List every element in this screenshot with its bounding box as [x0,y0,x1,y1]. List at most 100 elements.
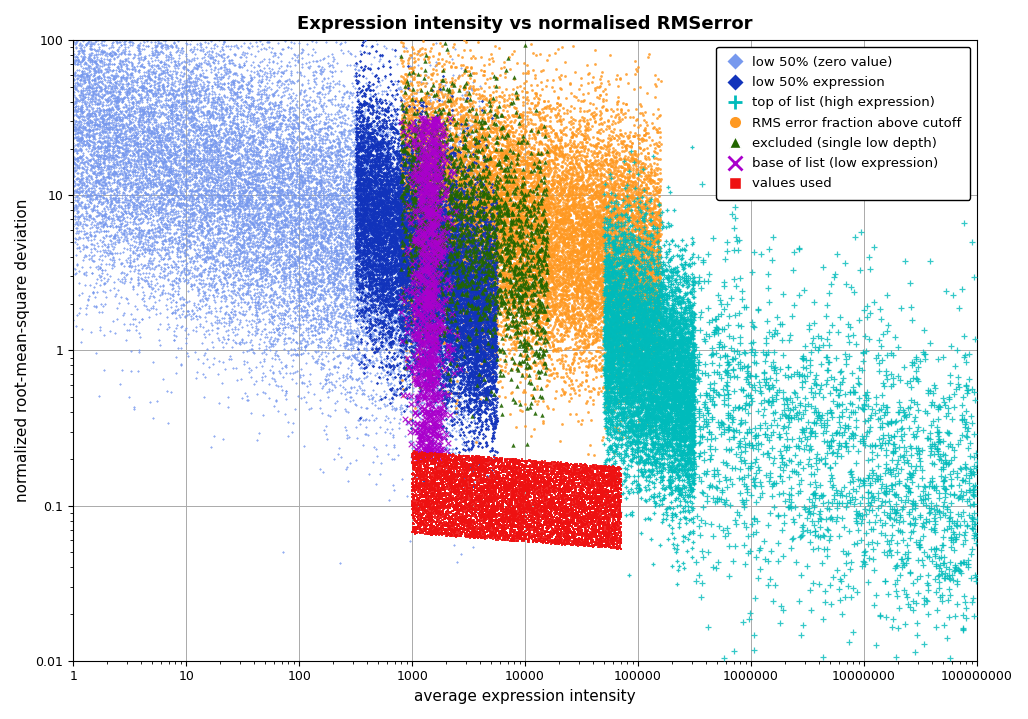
Point [765,395,781,407]
Point [393,191,409,203]
Point [295,274,311,285]
Point [190,183,207,194]
Point [277,144,293,155]
Point [586,235,602,247]
Point [477,237,493,248]
Point [461,372,477,384]
Point [574,525,590,536]
Point [400,221,416,232]
Point [206,229,222,241]
Point [393,239,409,250]
Point [355,90,371,101]
Point [648,218,664,229]
Point [512,488,528,500]
Point [419,367,436,378]
Point [538,247,554,259]
Point [639,257,656,268]
Point [358,160,374,172]
Point [448,236,465,247]
Point [559,524,576,536]
Point [404,173,420,184]
Point [593,221,610,232]
Point [638,278,655,289]
Point [104,152,120,163]
Point [607,325,623,336]
Point [491,295,508,306]
Point [450,333,467,344]
Point [317,293,333,304]
Point [263,249,280,260]
Point [546,517,562,528]
Point [621,332,637,344]
Point [350,213,366,224]
Point [590,187,607,198]
Point [463,376,479,388]
Point [478,495,494,506]
Point [99,96,115,108]
Point [600,328,617,339]
Point [556,293,573,305]
Point [534,219,550,231]
Point [492,370,509,381]
Point [595,465,612,477]
Point [466,284,482,296]
Point [212,210,228,221]
Point [437,137,453,148]
Point [531,253,548,265]
Point [122,139,139,150]
Point [588,211,604,223]
Point [351,308,367,319]
Point [597,293,614,304]
Point [417,262,434,274]
Point [638,410,655,421]
Point [581,191,597,203]
Point [478,408,494,419]
Point [153,74,170,86]
Point [525,279,542,290]
Point [470,289,486,301]
Point [429,120,445,132]
Point [639,225,656,237]
Point [635,321,652,332]
Point [700,268,717,280]
Point [592,279,609,290]
Point [476,163,492,175]
Point [399,201,415,212]
Point [361,129,377,141]
Point [548,473,564,485]
Point [441,284,457,296]
Point [308,181,325,193]
Point [440,244,456,256]
Point [506,177,522,188]
Point [582,300,598,311]
Point [487,241,504,252]
Point [321,170,337,181]
Point [390,140,406,152]
Point [268,170,285,181]
Point [661,321,677,333]
Point [477,321,493,332]
Point [135,112,151,124]
Point [218,104,234,115]
Point [334,212,351,224]
Point [411,234,428,246]
Point [444,347,461,359]
Point [262,206,279,217]
Point [394,260,410,272]
Point [398,302,414,313]
Point [633,319,650,331]
Point [323,320,339,331]
Point [339,255,356,267]
Point [434,470,450,481]
Point [71,151,87,162]
Point [629,358,646,370]
Point [492,531,509,542]
Point [93,73,109,84]
Point [249,113,265,124]
Point [672,416,689,427]
Point [528,278,545,290]
Point [400,183,416,194]
Point [392,279,408,290]
Point [388,168,404,179]
Point [573,467,589,478]
